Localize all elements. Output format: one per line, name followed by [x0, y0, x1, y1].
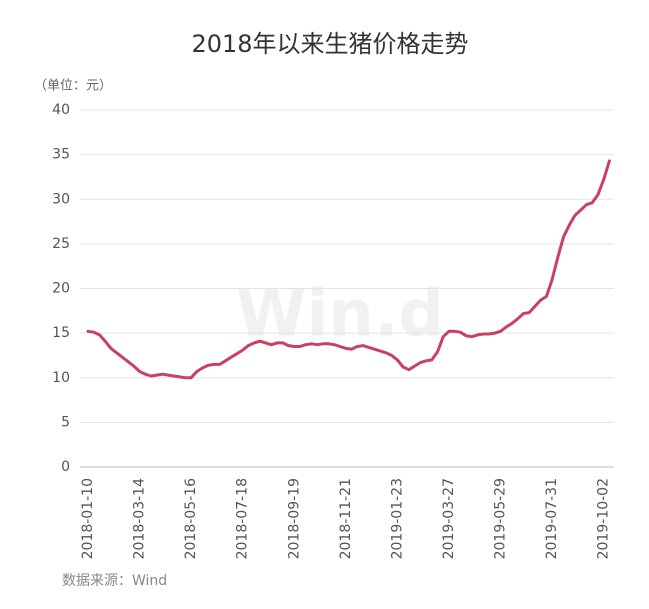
y-tick-label: 5	[61, 414, 70, 430]
chart-title: 2018年以来生猪价格走势	[191, 30, 468, 58]
source-note: 数据来源：Wind	[62, 573, 167, 589]
x-tick-label: 2018-03-14	[132, 478, 148, 559]
x-tick-label: 2019-07-31	[544, 478, 560, 559]
y-tick-label: 0	[61, 459, 70, 475]
y-tick-label: 15	[52, 325, 70, 341]
x-tick-label: 2018-01-10	[80, 478, 96, 559]
watermark: Win.d	[236, 278, 444, 352]
x-tick-label: 2018-09-19	[286, 478, 302, 559]
x-tick-label: 2019-05-29	[493, 478, 509, 559]
x-tick-label: 2019-10-02	[596, 478, 612, 559]
x-tick-label: 2019-01-23	[389, 478, 405, 559]
y-tick-label: 35	[52, 147, 70, 163]
y-tick-label: 25	[52, 236, 70, 252]
x-tick-label: 2019-03-27	[441, 478, 457, 559]
unit-label: （单位：元）	[34, 79, 112, 94]
y-tick-label: 30	[52, 191, 70, 207]
x-tick-label: 2018-05-16	[183, 478, 199, 559]
y-tick-label: 10	[52, 370, 70, 386]
x-tick-label: 2018-07-18	[235, 478, 251, 559]
x-tick-label: 2018-11-21	[338, 478, 354, 559]
y-tick-label: 40	[52, 102, 70, 118]
y-tick-label: 20	[52, 281, 70, 297]
price-line	[86, 159, 611, 380]
